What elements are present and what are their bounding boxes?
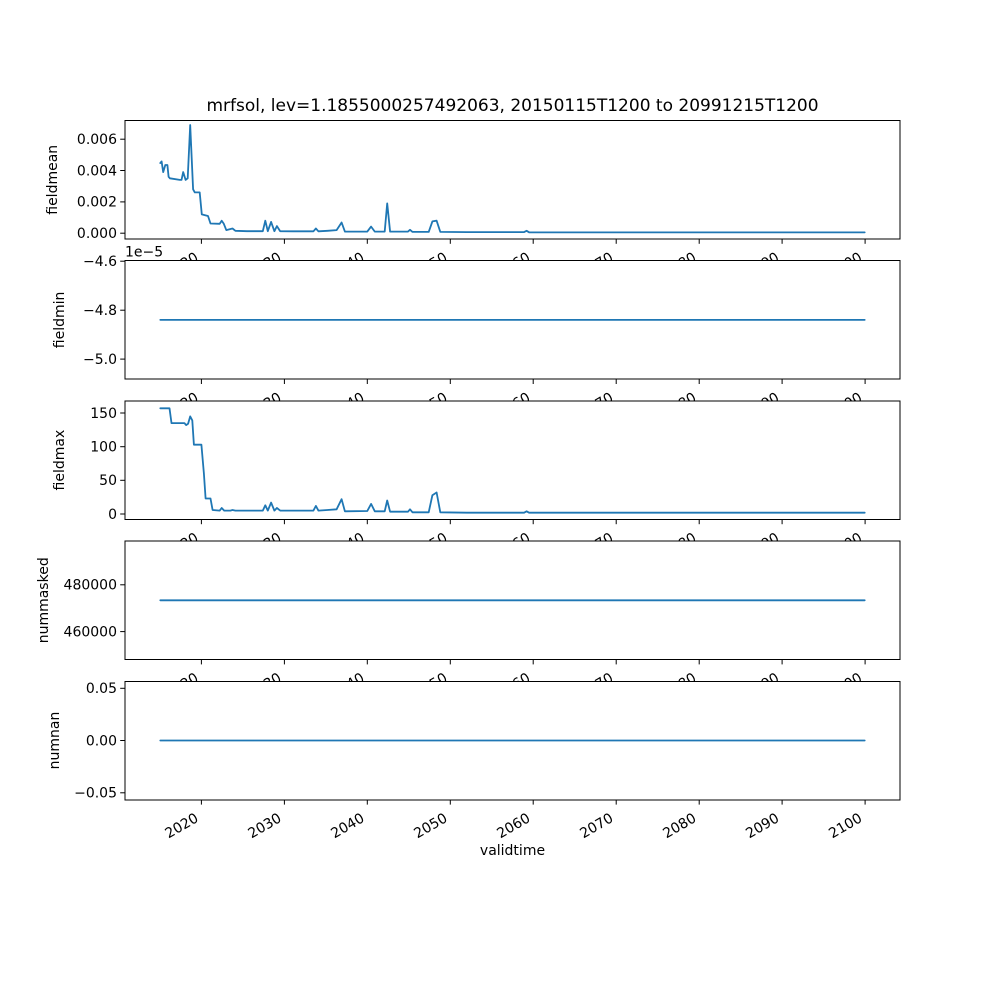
panel-fieldmin: −4.6−4.8−5.02020203020402050206020702080…	[52, 245, 901, 421]
y-axis-label-fieldmean: fieldmean	[45, 145, 61, 215]
x-tick-label: 2080	[660, 810, 699, 842]
panel-nummasked: 4600004800002020203020402050206020702080…	[36, 540, 901, 702]
y-tick-label: 100	[90, 440, 117, 456]
x-axis-label: validtime	[479, 843, 546, 859]
panel-fieldmax: 0501001502020203020402050206020702080209…	[52, 400, 901, 562]
axis-offset-text: 1e−5	[125, 245, 163, 261]
x-tick-label: 2100	[826, 810, 865, 842]
axes-frame-fieldmean	[124, 120, 901, 240]
panel-fieldmean: 0.0000.0020.0040.00620202030204020502060…	[45, 120, 901, 281]
x-tick-label: 2060	[494, 810, 533, 842]
y-axis-label-nummasked: nummasked	[36, 557, 52, 643]
y-tick-label: 50	[99, 473, 117, 489]
y-tick-label: 460000	[64, 624, 117, 640]
y-tick-label: −4.6	[83, 254, 117, 270]
y-tick-label: −0.05	[74, 786, 117, 802]
y-tick-label: 480000	[64, 578, 117, 594]
y-tick-label: 0.006	[77, 132, 117, 148]
x-tick-label: 2070	[577, 810, 616, 842]
series-line-fieldmean	[159, 124, 866, 234]
y-tick-label: −4.8	[83, 303, 117, 319]
x-tick-label: 2040	[328, 810, 367, 842]
x-tick-label: 2050	[411, 810, 450, 842]
series-line-fieldmax	[159, 407, 866, 514]
x-tick-label: 2020	[163, 810, 202, 842]
panel-numnan: −0.05 0.00 0.05 2020 2030 2040 2050 2060 2070 208…	[47, 680, 901, 842]
y-tick-label: 0.00	[86, 733, 117, 749]
x-tick-label: 2090	[743, 810, 782, 842]
x-tick-label: 2030	[246, 810, 285, 842]
y-tick-label: 0.000	[77, 226, 117, 242]
y-axis-label-fieldmax: fieldmax	[52, 430, 68, 491]
y-tick-label: 0.004	[77, 163, 117, 179]
y-tick-label: 0.002	[77, 195, 117, 211]
chart-title: mrfsol, lev=1.1855000257492063, 20150115…	[206, 96, 819, 116]
y-axis-label-numnan: numnan	[47, 712, 63, 770]
axes-frame-fieldmax	[124, 400, 901, 520]
y-tick-label: 150	[90, 406, 117, 422]
y-axis-label-fieldmin: fieldmin	[52, 292, 68, 349]
y-tick-label: 0.05	[86, 681, 117, 697]
y-tick-label: −5.0	[83, 352, 117, 368]
y-tick-label: 0	[108, 507, 117, 523]
